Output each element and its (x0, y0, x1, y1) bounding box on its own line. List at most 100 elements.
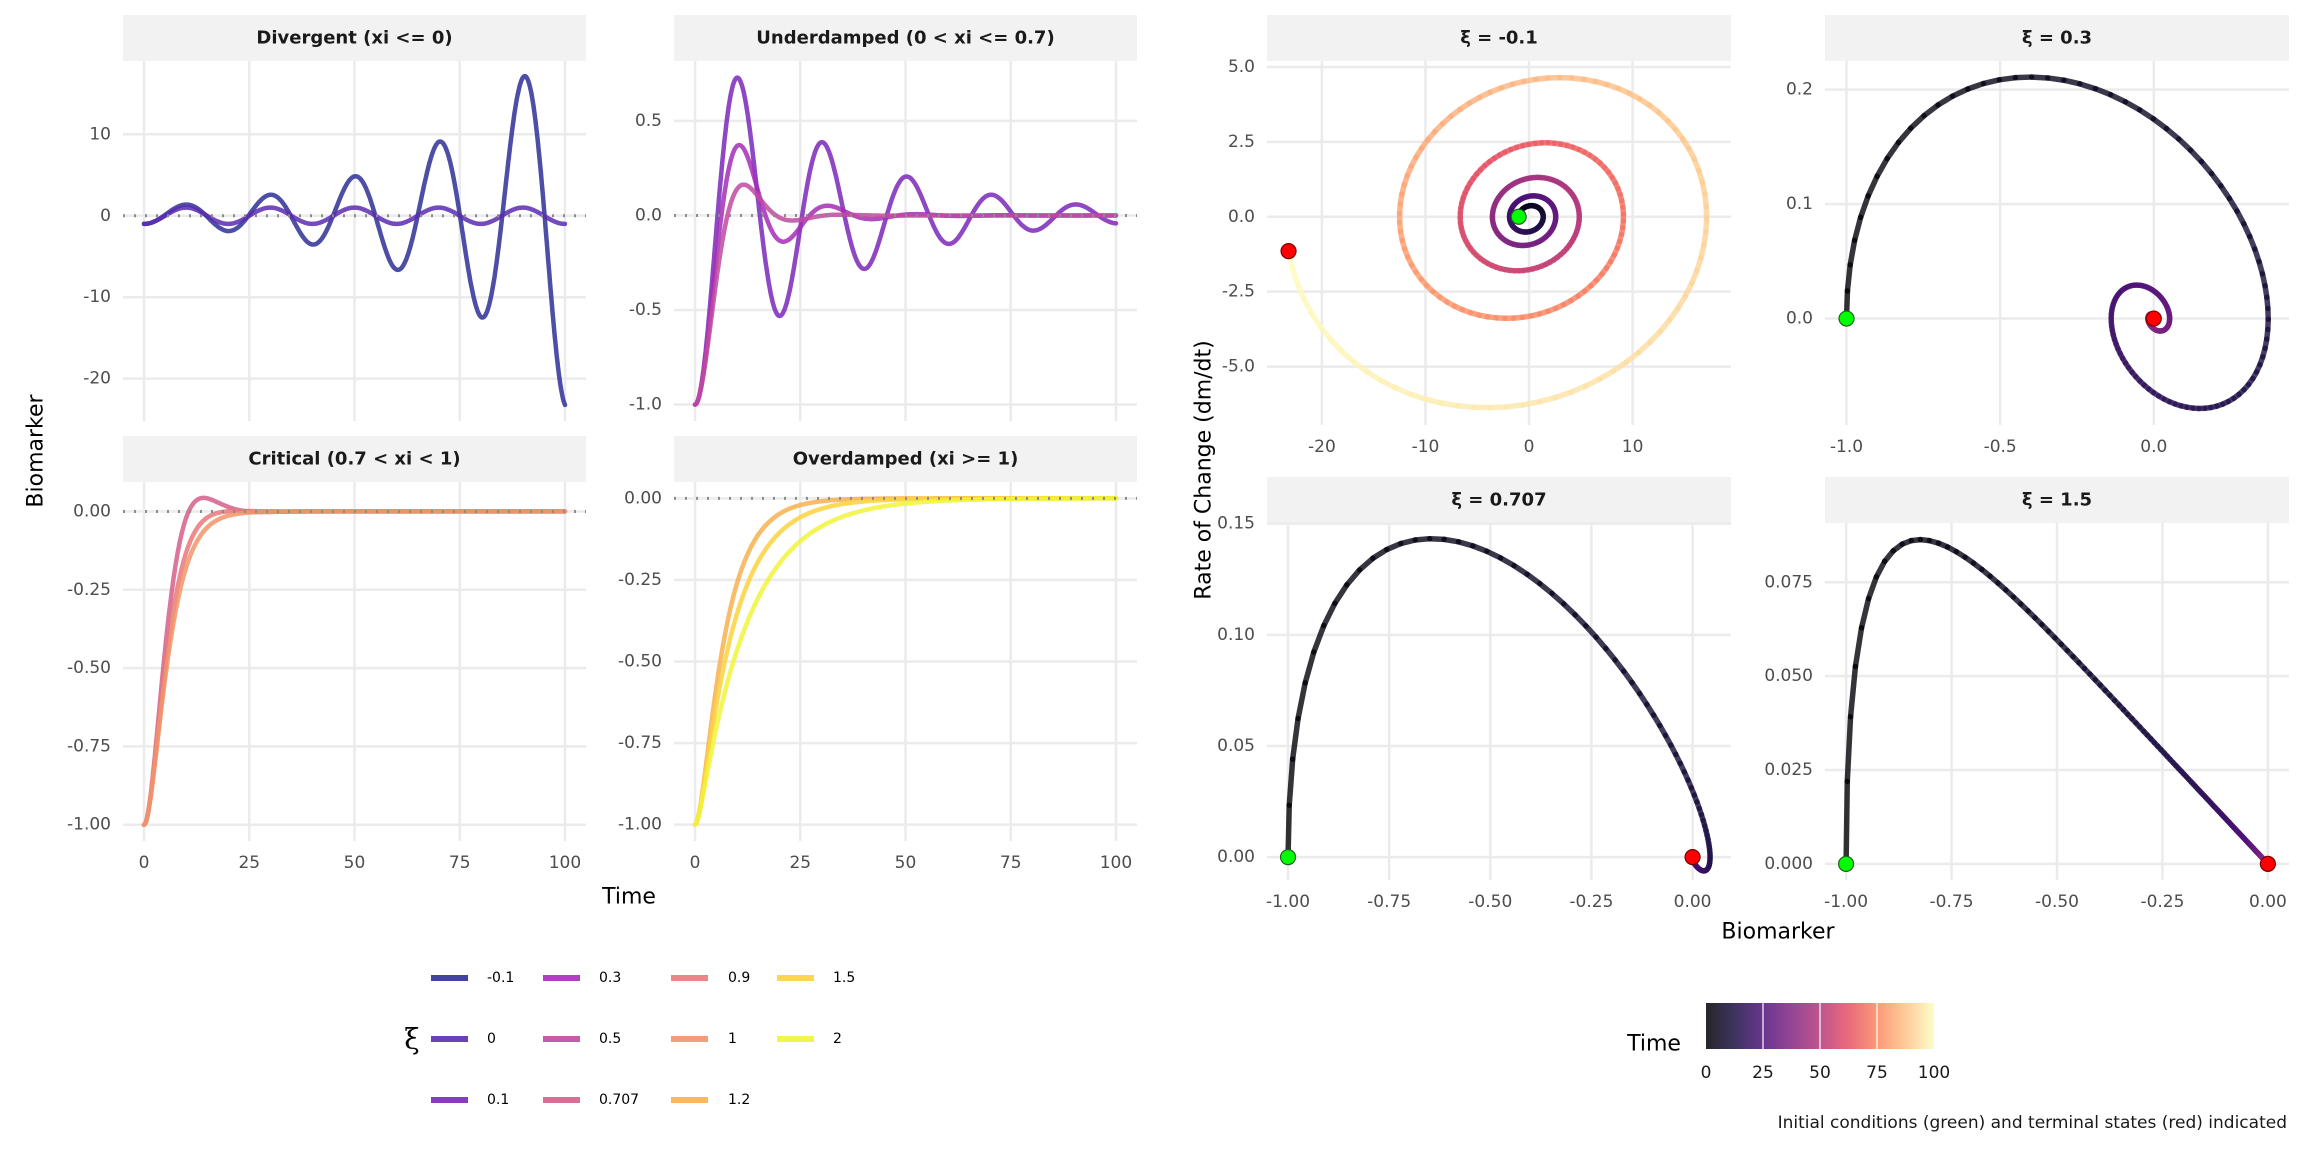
phase-path-segment (1884, 139, 1902, 162)
xi-legend: ξ -0.1 0 0.1 0.3 0.5 0.707 0.9 1 1.2 1.5 2 (404, 970, 855, 1108)
y-tick-label: 0.0 (1786, 309, 1813, 329)
y-tick-label: -0.25 (67, 580, 111, 600)
phase-panel: ξ = -0.1 5.0 2.5 0.0 -2.5 -5.0 -20 -10 0 10 (1222, 15, 1731, 457)
phase-path-segment (1844, 713, 1854, 785)
x-tick-label: -1.00 (1824, 892, 1868, 912)
x-tick-label: -0.25 (1569, 892, 1613, 912)
x-tick-label: 0.00 (1674, 892, 1712, 912)
y-tick-label: -1.00 (618, 815, 662, 835)
phase-path-segment (1295, 680, 1308, 722)
phase-path-segment (1286, 756, 1296, 808)
y-tick-label: -2.5 (1222, 282, 1255, 302)
phase-panel: ξ = 1.5 0.075 0.050 0.025 0.000 -1.00 -0.75 -0.… (1764, 477, 2289, 912)
colorbar-tick-label: 25 (1752, 1063, 1774, 1083)
facet-title: Overdamped (xi >= 1) (793, 449, 1019, 470)
y-tick-label: 0.5 (635, 111, 662, 131)
phase-path-segment (1895, 125, 1914, 146)
y-tick-label: 0.025 (1764, 760, 1813, 780)
x-tick-label: 75 (449, 853, 471, 873)
y-tick-label: 0.00 (73, 501, 111, 521)
phase-path-segment (1332, 582, 1350, 607)
initial-condition-point (1838, 310, 1855, 327)
colorbar-tick-label: 75 (1866, 1063, 1888, 1083)
facet-title: ξ = -0.1 (1460, 28, 1538, 49)
y-tick-label: 2.5 (1228, 132, 1255, 152)
phase-path-segment (1851, 214, 1864, 244)
right-y-axis-title: Rate of Change (dm/dt) (1192, 340, 1217, 599)
y-tick-label: -0.75 (67, 736, 111, 756)
x-tick-label: 100 (1100, 853, 1132, 873)
x-tick-label: -20 (1308, 437, 1336, 457)
legend-label: -0.1 (487, 970, 514, 986)
colorbar-tick-label: 50 (1809, 1063, 1831, 1083)
right-x-axis-title: Biomarker (1721, 920, 1835, 945)
facet-title: Critical (0.7 < xi < 1) (248, 449, 460, 470)
y-tick-label: 10 (89, 124, 111, 144)
phase-path-segment (1865, 574, 1880, 602)
x-tick-label: 0.00 (2249, 892, 2287, 912)
legend-item: 0 (431, 1031, 496, 1047)
phase-path-segment (1847, 237, 1858, 268)
x-tick-label: -0.50 (2035, 892, 2079, 912)
series-line-xi-0.1 (692, 75, 1119, 407)
initial-condition-point (1279, 849, 1297, 866)
y-tick-label: -1.0 (629, 395, 662, 415)
y-tick-label: 0.075 (1764, 572, 1813, 592)
phase-panel: ξ = 0.3 0.2 0.1 0.0 -1.0 -0.5 0.0 (1786, 15, 2289, 457)
panel-body (1285, 535, 1713, 874)
legend-title: ξ (404, 1023, 419, 1056)
terminal-state-point (2259, 855, 2277, 872)
panels: Divergent (xi <= 0)100-10-20Underdamped … (67, 15, 2289, 912)
phase-path-segment (1874, 155, 1890, 180)
phase-path-segment (1908, 112, 1927, 131)
x-tick-label: -1.0 (1830, 437, 1863, 457)
terminal-state-point (2145, 310, 2162, 327)
y-tick-label: 5.0 (1228, 57, 1255, 77)
timeseries-panel: Overdamped (xi >= 1) 0.00 -0.25 -0.50 -0.75 -… (618, 436, 1137, 873)
facet-strip (1267, 15, 1731, 61)
phase-path-segment (1311, 622, 1327, 655)
legend-label: 0.5 (599, 1031, 621, 1047)
y-tick-label: -0.50 (618, 652, 662, 672)
y-tick-label: -5.0 (1222, 357, 1255, 377)
facet-title: ξ = 0.707 (1451, 490, 1546, 511)
phase-path-segment (1873, 558, 1888, 580)
phase-path-segment (1857, 193, 1871, 221)
y-tick-label: -20 (83, 369, 111, 389)
y-tick-label: 0.0 (635, 205, 662, 225)
initial-condition-point (1837, 855, 1855, 872)
phase-path-segment (1858, 595, 1872, 631)
timeseries-panel: Critical (0.7 < xi < 1) 0.00 -0.25 -0.50 -0.… (67, 436, 586, 873)
legend-item: 1 (671, 1031, 737, 1047)
legend-item: 1.5 (777, 970, 855, 986)
y-tick-label: 0 (100, 206, 111, 226)
x-tick-label: 50 (895, 853, 917, 873)
colorbar-tick-label: 0 (1701, 1063, 1712, 1083)
panel-body (123, 73, 586, 408)
panel-body (1843, 74, 2271, 412)
panel-body (674, 75, 1137, 407)
x-tick-label: 25 (238, 853, 260, 873)
y-tick-label: -0.25 (618, 570, 662, 590)
x-tick-label: 0 (139, 853, 150, 873)
phase-path-segment (1302, 649, 1317, 686)
x-tick-label: -10 (1412, 437, 1440, 457)
legend-item: 0.707 (543, 1092, 639, 1108)
x-tick-label: -1.00 (1266, 892, 1310, 912)
terminal-state-point (1280, 243, 1297, 260)
facet-strip (1825, 15, 2289, 61)
phase-path-segment (1865, 173, 1880, 199)
x-tick-label: 0 (1524, 437, 1535, 457)
phase-path-segment (1847, 663, 1859, 720)
x-tick-label: 25 (789, 853, 811, 873)
time-colorbar: Time 0 25 50 75 100 (1626, 1003, 1950, 1083)
timeseries-panel: Underdamped (0 < xi <= 0.7) 0.5 0.0 -0.5 -1.… (629, 15, 1137, 421)
caption: Initial conditions (green) and terminal … (1778, 1113, 2287, 1133)
phase-path-segment (1321, 600, 1338, 629)
x-tick-label: -0.50 (1468, 892, 1512, 912)
x-tick-label: -0.75 (1930, 892, 1974, 912)
legend-item: 0.3 (543, 970, 621, 986)
initial-condition-point (1510, 208, 1527, 225)
y-tick-label: 0.2 (1786, 80, 1813, 100)
